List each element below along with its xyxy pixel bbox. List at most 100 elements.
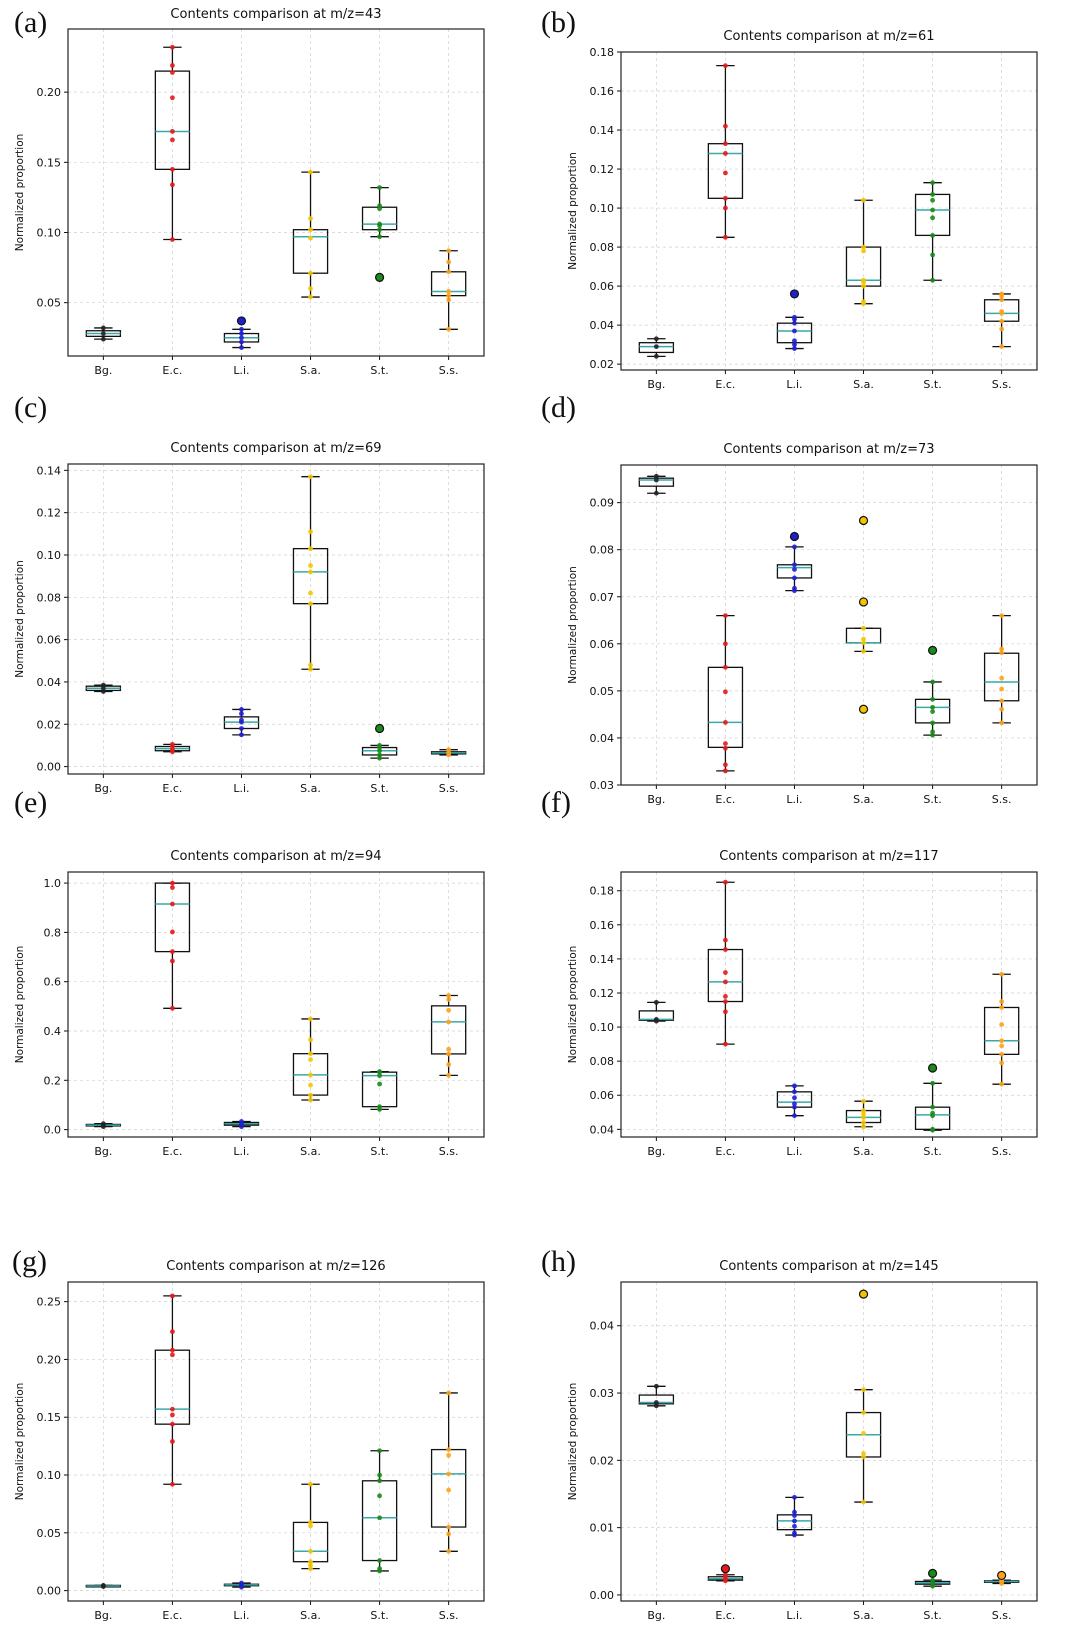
data-point xyxy=(930,1080,935,1086)
x-tick-label: S.s. xyxy=(992,1609,1012,1622)
y-tick-label: 0.10 xyxy=(37,1469,62,1482)
chart-title: Contents comparison at m/z=126 xyxy=(166,1259,385,1274)
outlier-point xyxy=(789,289,800,299)
y-tick-label: 0.04 xyxy=(590,1123,615,1136)
data-point xyxy=(170,95,175,101)
data-point xyxy=(446,248,452,254)
data-point xyxy=(377,1104,382,1110)
box-ss xyxy=(430,248,467,332)
box-li xyxy=(223,316,260,350)
box-ss xyxy=(430,1390,467,1554)
y-tick-label: 0.05 xyxy=(37,1527,62,1540)
data-point xyxy=(377,1073,382,1079)
data-point xyxy=(239,1119,244,1124)
x-tick-label: E.c. xyxy=(715,793,735,806)
outlier-point xyxy=(858,515,869,526)
data-point xyxy=(100,682,106,688)
data-point xyxy=(930,252,935,258)
data-point xyxy=(308,1051,313,1057)
box-st xyxy=(361,723,398,761)
data-point xyxy=(170,44,175,50)
outlier-point xyxy=(374,272,385,283)
data-point xyxy=(792,1089,797,1095)
panel-letter: (c) xyxy=(14,391,48,424)
box-sa xyxy=(292,1016,329,1103)
chart-title: Contents comparison at m/z=145 xyxy=(719,1259,938,1274)
data-point xyxy=(930,180,935,186)
y-tick-label: 0.08 xyxy=(590,241,615,254)
y-tick-label: 0.02 xyxy=(590,1454,615,1467)
x-tick-label: S.a. xyxy=(300,364,321,377)
data-point xyxy=(792,342,797,348)
y-tick-label: 0.05 xyxy=(37,297,62,310)
y-tick-label: 0.00 xyxy=(37,1585,62,1598)
data-point xyxy=(792,544,797,550)
data-point xyxy=(930,192,935,197)
data-point xyxy=(377,185,382,190)
data-point xyxy=(653,353,659,359)
data-point xyxy=(308,1016,313,1022)
data-point xyxy=(999,720,1005,726)
data-point xyxy=(100,1582,106,1588)
data-point xyxy=(377,1515,382,1521)
data-point xyxy=(446,289,452,294)
data-point xyxy=(446,997,452,1002)
x-tick-label: E.c. xyxy=(715,378,735,391)
y-tick-label: 0.04 xyxy=(590,319,615,332)
data-point xyxy=(170,70,175,75)
data-point xyxy=(239,711,244,717)
box-ec xyxy=(707,1564,744,1584)
box-sa xyxy=(845,515,882,714)
data-point xyxy=(446,1051,452,1057)
data-point xyxy=(446,259,452,265)
data-point xyxy=(377,203,382,209)
data-point xyxy=(792,1513,797,1518)
data-point xyxy=(792,1518,797,1524)
data-point xyxy=(170,129,175,134)
data-point xyxy=(170,958,175,964)
x-tick-label: S.a. xyxy=(853,1609,874,1622)
data-point xyxy=(170,182,175,188)
x-tick-label: Bg. xyxy=(647,1609,665,1622)
x-tick-label: E.c. xyxy=(162,782,182,795)
y-tick-label: 0.02 xyxy=(37,718,62,731)
data-point xyxy=(999,309,1005,314)
y-tick-label: 0.15 xyxy=(37,156,62,169)
data-point xyxy=(930,232,935,238)
y-tick-label: 0.08 xyxy=(590,544,615,557)
y-tick-label: 0.6 xyxy=(44,976,62,989)
data-point xyxy=(308,590,313,596)
box-st xyxy=(914,180,951,283)
data-point xyxy=(308,569,313,575)
data-point xyxy=(239,339,244,345)
data-point xyxy=(723,234,728,240)
data-point xyxy=(308,1566,313,1572)
outlier-point xyxy=(858,597,869,607)
data-point xyxy=(170,1347,175,1353)
data-point xyxy=(308,1548,313,1554)
data-point xyxy=(100,336,106,342)
x-tick-label: S.a. xyxy=(853,1145,874,1158)
data-point xyxy=(308,662,313,668)
data-point xyxy=(170,949,175,955)
panel-a: Contents comparison at m/z=43 Normalized … xyxy=(14,7,485,377)
data-point xyxy=(170,880,175,886)
data-point xyxy=(999,1005,1005,1010)
panel-letter: (g) xyxy=(12,1245,47,1278)
data-point xyxy=(792,346,797,351)
data-point xyxy=(308,1523,313,1529)
data-point xyxy=(999,1060,1005,1066)
box-ec xyxy=(154,880,191,1011)
data-point xyxy=(999,291,1005,297)
data-point xyxy=(100,325,106,331)
chart-title: Contents comparison at m/z=69 xyxy=(170,441,381,456)
data-point xyxy=(723,151,728,156)
outlier-point xyxy=(236,316,247,326)
data-point xyxy=(723,720,728,725)
data-point xyxy=(446,1471,452,1477)
data-point xyxy=(999,650,1005,656)
data-point xyxy=(792,328,797,334)
data-point xyxy=(861,299,866,305)
x-tick-label: L.i. xyxy=(233,782,249,795)
x-tick-label: S.t. xyxy=(923,378,941,391)
